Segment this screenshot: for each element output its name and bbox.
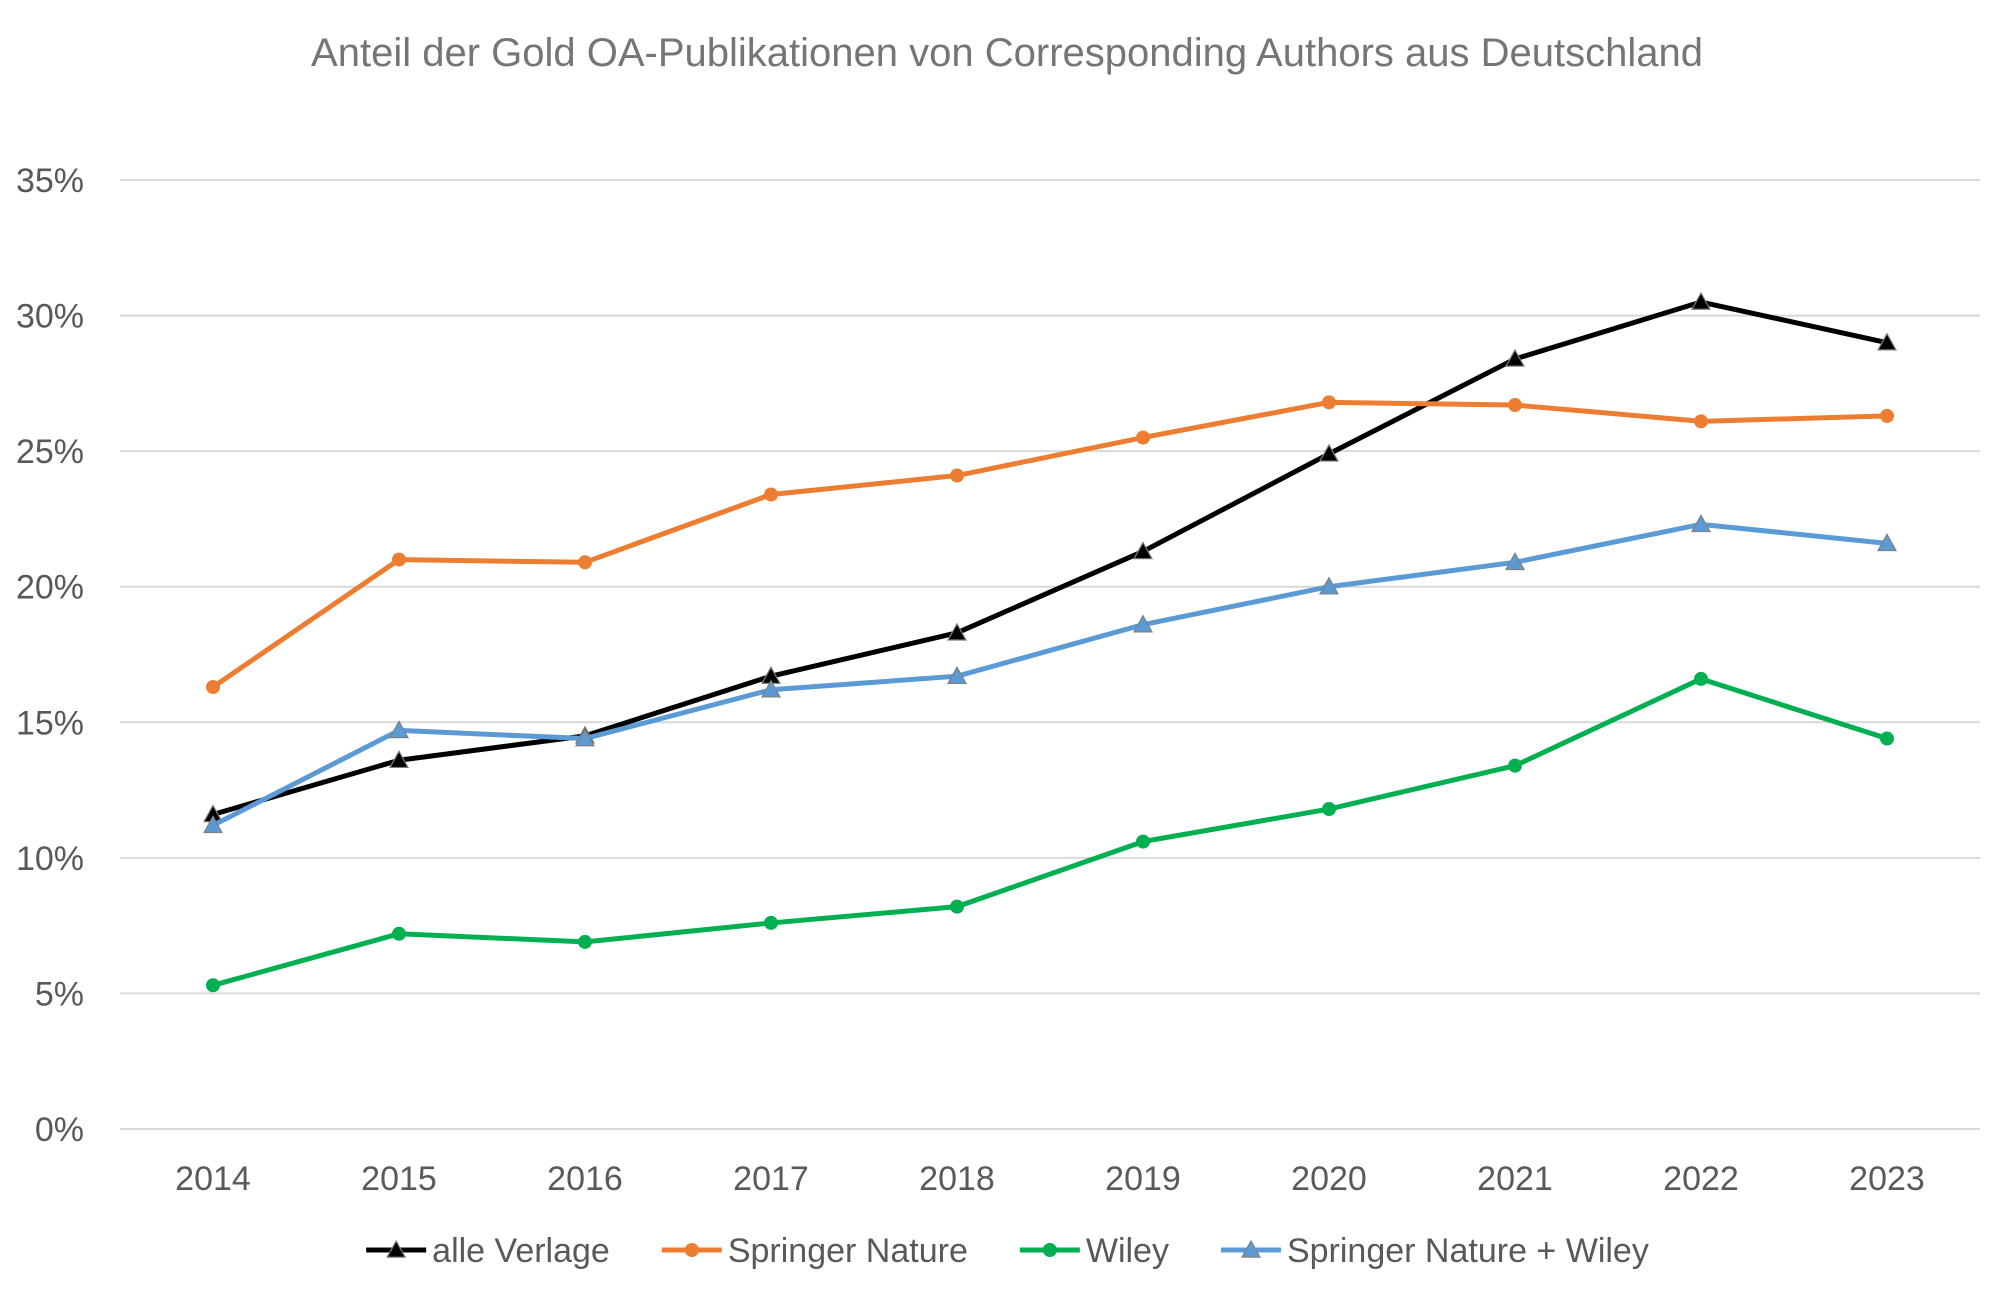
y-tick-label: 20% (16, 569, 84, 607)
data-point (1508, 758, 1522, 773)
x-tick-label: 2014 (175, 1160, 251, 1198)
data-point (1876, 332, 1898, 351)
legend-item: Springer Nature + Wiley (1220, 1232, 1649, 1270)
data-point (1508, 398, 1522, 413)
legend-label: alle Verlage (432, 1232, 610, 1270)
data-point (388, 750, 410, 769)
x-tick-label: 2023 (1849, 1160, 1925, 1198)
chart-title: Anteil der Gold OA-Publikationen von Cor… (311, 31, 1703, 75)
legend: alle Verlage Springer Nature Wiley Springer… (366, 1232, 1649, 1270)
x-tick-label: 2021 (1477, 1160, 1553, 1198)
data-point (1876, 533, 1898, 552)
data-point (764, 487, 778, 502)
data-point (760, 679, 782, 698)
y-tick-label: 35% (16, 162, 84, 200)
legend-item: Springer Nature (661, 1232, 968, 1270)
series-line (210, 299, 1890, 817)
data-point (1318, 443, 1340, 462)
legend-label: Springer Nature (728, 1232, 968, 1270)
data-point (388, 720, 410, 739)
data-point (1318, 576, 1340, 595)
data-point (1504, 552, 1526, 571)
data-point (1322, 395, 1336, 410)
data-point (764, 915, 778, 930)
legend-marker (684, 1243, 699, 1257)
data-point (574, 728, 596, 747)
legend-marker (386, 1239, 407, 1258)
data-point (1132, 541, 1154, 560)
x-tick-label: 2017 (733, 1160, 809, 1198)
y-axis: 0% 5% 10% 15% 20% 25% 30% 35% (16, 162, 84, 1149)
legend-label: Springer Nature + Wiley (1287, 1232, 1649, 1270)
series-line (210, 676, 1890, 988)
data-point (1504, 348, 1526, 367)
data-point (206, 978, 220, 993)
data-point (392, 552, 406, 567)
data-point (950, 899, 964, 914)
data-point (1132, 614, 1154, 633)
legend-label: Wiley (1086, 1232, 1169, 1270)
data-point (392, 926, 406, 941)
series-line (210, 521, 1890, 828)
y-tick-label: 0% (35, 1111, 84, 1149)
data-point (578, 934, 592, 949)
data-point (1322, 802, 1336, 817)
data-point (202, 815, 224, 834)
data-point (946, 665, 968, 684)
x-tick-label: 2018 (919, 1160, 995, 1198)
series-springer-nature-wiley (202, 514, 1898, 834)
x-tick-label: 2022 (1663, 1160, 1739, 1198)
data-point (1880, 408, 1894, 423)
x-tick-label: 2015 (361, 1160, 437, 1198)
data-point (946, 622, 968, 641)
data-point (1690, 291, 1712, 310)
plot-area (202, 291, 1898, 993)
legend-item: Wiley (1019, 1232, 1169, 1270)
legend-marker (1042, 1243, 1057, 1257)
data-point (206, 680, 220, 695)
data-point (578, 555, 592, 570)
data-point (1880, 731, 1894, 746)
series-wiley (206, 671, 1894, 993)
y-tick-label: 15% (16, 704, 84, 742)
y-tick-label: 10% (16, 840, 84, 878)
data-point (950, 468, 964, 483)
data-point (1136, 834, 1150, 849)
series-line (210, 399, 1890, 690)
data-point (1694, 671, 1708, 686)
series-springer-nature (206, 395, 1894, 695)
y-tick-label: 5% (35, 975, 84, 1013)
x-tick-label: 2016 (547, 1160, 623, 1198)
data-point (1690, 514, 1712, 533)
gridlines (120, 179, 1980, 1130)
y-tick-label: 25% (16, 433, 84, 471)
x-tick-label: 2020 (1291, 1160, 1367, 1198)
y-tick-label: 30% (16, 298, 84, 336)
legend-marker (1240, 1239, 1261, 1258)
legend-item: alle Verlage (366, 1232, 610, 1270)
x-axis: 2014 2015 2016 2017 2018 2019 2020 2021 2022 2023 (175, 1160, 1925, 1198)
x-tick-label: 2019 (1105, 1160, 1181, 1198)
series-alle-verlage (202, 291, 1898, 823)
data-point (1694, 414, 1708, 429)
data-point (1136, 430, 1150, 445)
